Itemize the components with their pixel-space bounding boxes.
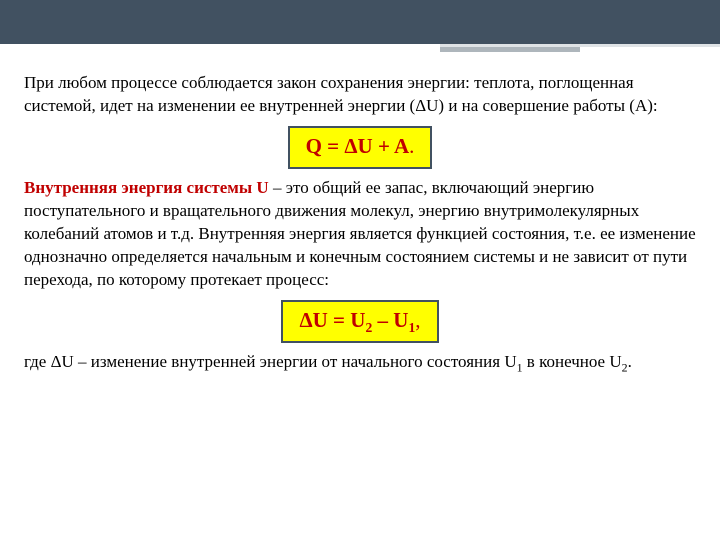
formula-1-period: . xyxy=(409,134,414,158)
paragraph-3: где ΔU – изменение внутренней энергии от… xyxy=(24,351,696,374)
formula-2-comma: , xyxy=(415,308,420,332)
formula-1-text: Q = ΔU + A xyxy=(306,134,410,158)
formula-2-part-b: – U xyxy=(372,308,408,332)
paragraph-3-c: . xyxy=(628,352,632,371)
formula-2-part-a: ΔU = U xyxy=(299,308,365,332)
formula-1-wrap: Q = ΔU + A. xyxy=(24,126,696,169)
paragraph-2: Внутренняя энергия системы U – это общий… xyxy=(24,177,696,292)
formula-2-wrap: ΔU = U2 – U1, xyxy=(24,300,696,343)
header-band xyxy=(0,0,720,44)
paragraph-3-a: где ΔU – изменение внутренней энергии от… xyxy=(24,352,517,371)
paragraph-3-b: в конечное U xyxy=(523,352,622,371)
paragraph-1: При любом процессе соблюдается закон сох… xyxy=(24,72,696,118)
slide: При любом процессе соблюдается закон сох… xyxy=(0,0,720,540)
formula-1: Q = ΔU + A. xyxy=(288,126,433,169)
content-area: При любом процессе соблюдается закон сох… xyxy=(0,44,720,392)
header-accent-mid xyxy=(440,47,580,52)
paragraph-2-emphasis: Внутренняя энергия системы U xyxy=(24,178,269,197)
formula-2: ΔU = U2 – U1, xyxy=(281,300,438,343)
